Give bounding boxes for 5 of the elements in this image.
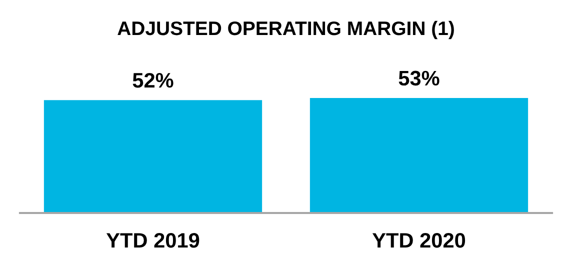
chart-title: ADJUSTED OPERATING MARGIN (1) <box>118 20 454 40</box>
data-label: 52% <box>132 72 174 88</box>
x-tick-label: YTD 2019 <box>106 232 200 248</box>
data-label: 53% <box>398 70 440 86</box>
x-tick-label: YTD 2020 <box>372 232 466 248</box>
